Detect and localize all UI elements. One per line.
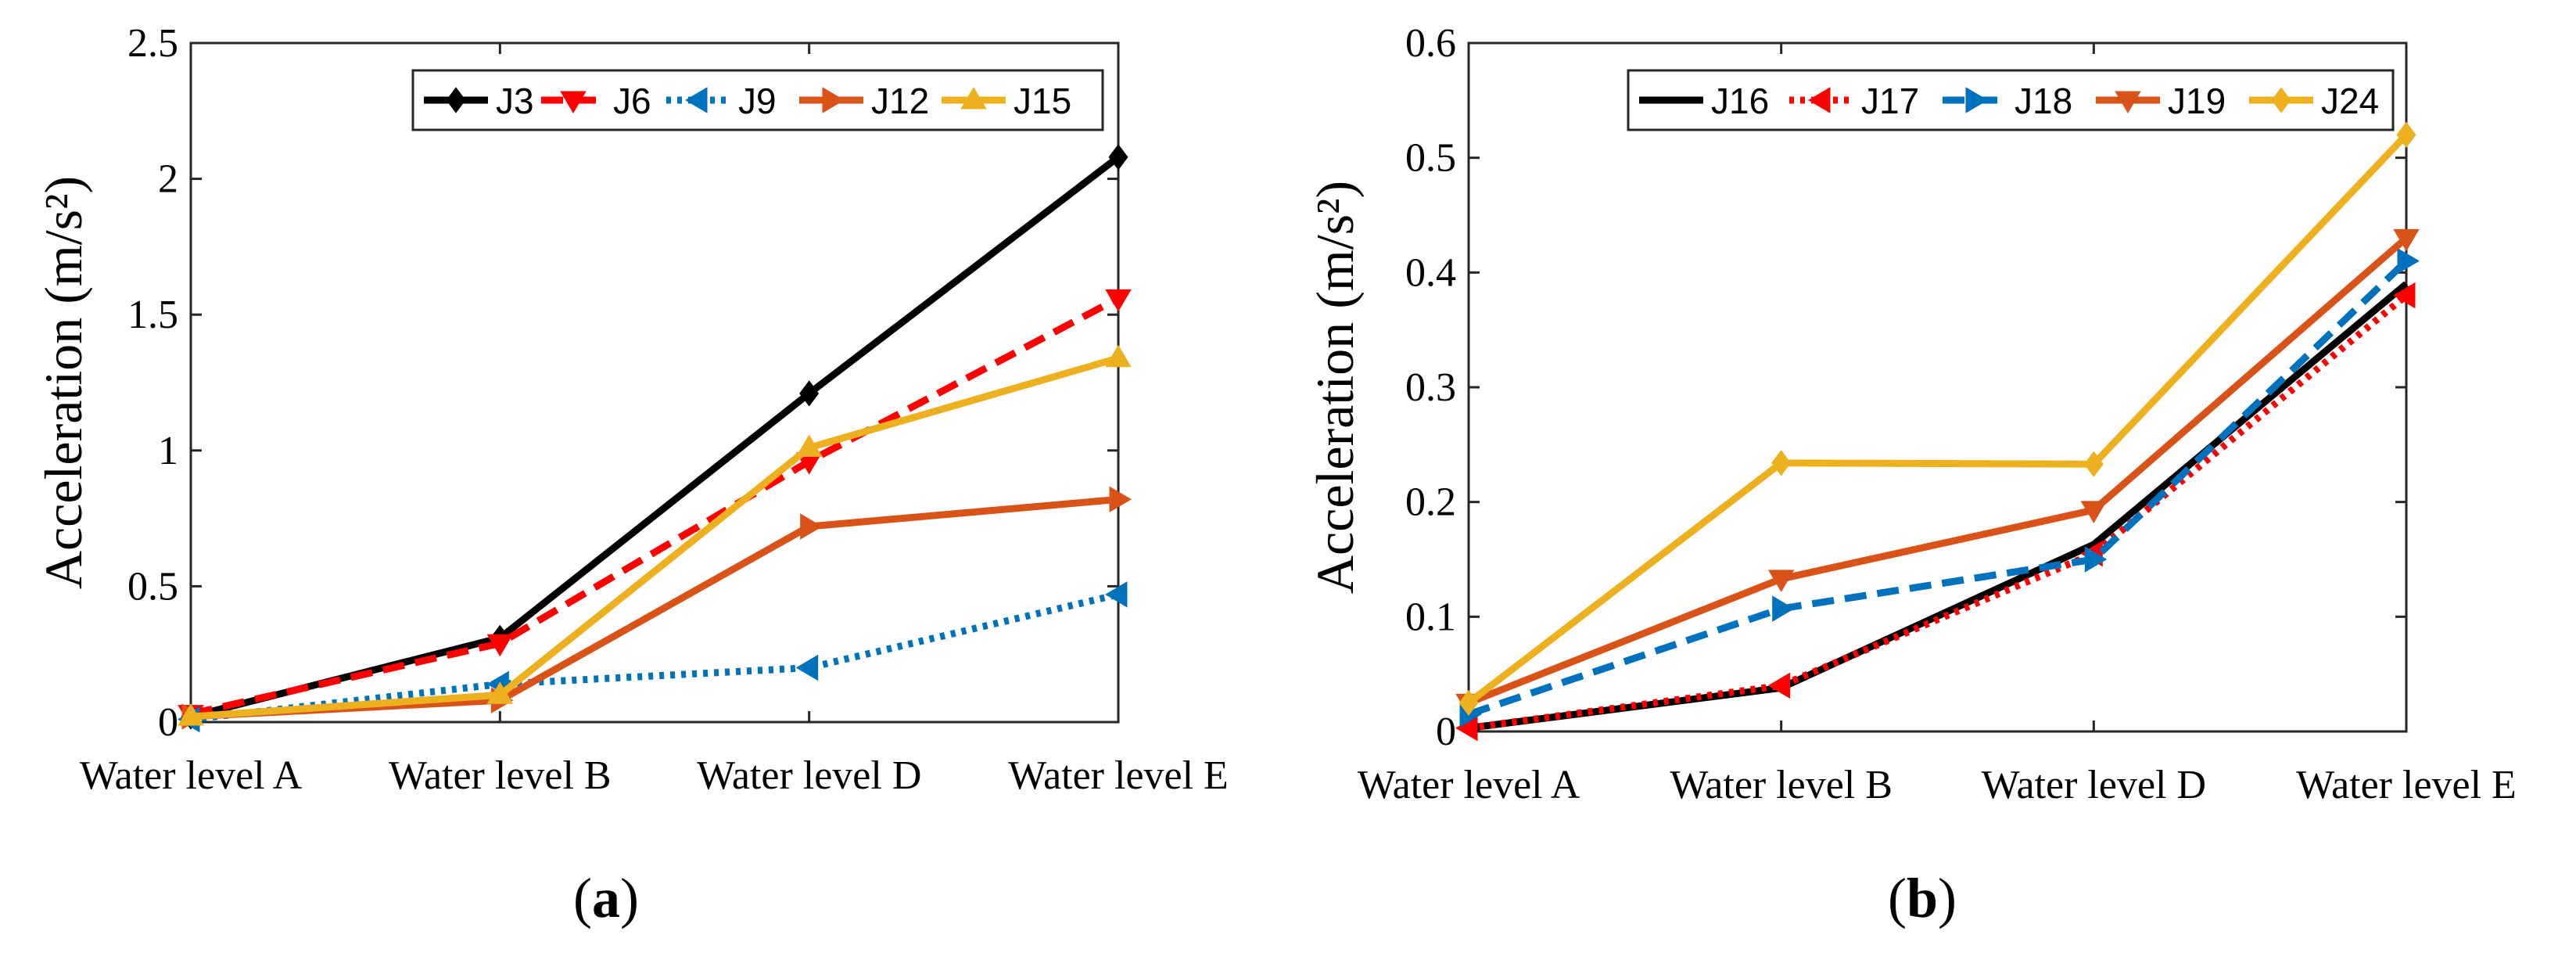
chart-a-x-tick-label: Water level A [80, 753, 303, 798]
chart-b-legend-j17-marker [1808, 87, 1831, 113]
chart-b-series-j17-point [2393, 282, 2416, 309]
chart-b-caption: (b) [1888, 867, 1957, 929]
chart-b-x-tick-label: Water level E [2296, 763, 2517, 807]
chart-a-legend-j6-label: J6 [613, 81, 651, 121]
chart-a-legend-j3-marker [446, 87, 466, 113]
chart-a-series-j15-point [1105, 344, 1132, 368]
chart-a-series-j3-point [1108, 144, 1128, 171]
chart-a-axes-box [189, 41, 1120, 724]
chart-b-series-j24-point [2396, 121, 2416, 148]
chart-a-series-j6-point [1105, 289, 1132, 312]
chart-b-legend-j18-marker [1965, 87, 1988, 113]
chart-b-legend-j16-label: J16 [1711, 81, 1769, 121]
chart-a-y-tick-label: 1 [158, 429, 178, 473]
chart-b-y-tick-label: 0.6 [1405, 21, 1456, 66]
chart-b-series-j18-line [1467, 258, 2409, 718]
chart-a-legend-j9-label: J9 [738, 81, 777, 121]
chart-b-series-j19-line [1467, 235, 2409, 706]
chart-a-series-j3-line [189, 154, 1121, 721]
chart-a-plot-area: 0 0.5 1 1.5 2 2.5 Water level A Water level B Wa… [80, 21, 1229, 798]
chart-a-series-j6-line [189, 295, 1121, 717]
chart-a-series-j15-point [795, 434, 823, 457]
chart-a-series-j6-point [486, 634, 514, 657]
chart-b-legend-j18-label: J18 [2015, 81, 2072, 121]
chart-a-legend-j12-marker [822, 87, 845, 113]
chart-a-x-tick-label: Water level E [1008, 753, 1229, 798]
chart-a-series-j12-point [1109, 486, 1132, 513]
chart-panel-a: 0 0.5 1 1.5 2 2.5 Water level A Water level B Wa… [34, 21, 1229, 929]
chart-b-y-tick-label: 0.4 [1405, 250, 1456, 295]
chart-a-series-j9-point [1105, 581, 1128, 608]
chart-b-y-tick-label: 0.1 [1405, 595, 1456, 639]
chart-b-series-j18-point [2084, 546, 2108, 573]
chart-a-series-j12-point [800, 513, 823, 540]
chart-b-y-tick-label: 0.2 [1405, 480, 1456, 525]
chart-b-legend-j17-label: J17 [1861, 81, 1919, 121]
chart-b-y-tick-label: 0 [1436, 710, 1456, 754]
chart-a-y-tick-label: 0 [158, 700, 178, 745]
chart-a-y-tick-label: 1.5 [127, 293, 178, 337]
chart-a-series-j9-point [795, 654, 819, 681]
chart-a-legend-j6-marker [560, 91, 587, 113]
chart-b-series-j19-point [1767, 570, 1795, 592]
chart-a-caption-letter: a [592, 867, 620, 929]
chart-a-y-tick-label: 2 [158, 157, 178, 202]
chart-a-legend-j3-label: J3 [496, 81, 534, 121]
chart-b-x-tick-label: Water level A [1358, 763, 1580, 807]
chart-b-legend-j24-label: J24 [2321, 81, 2379, 121]
chart-b-y-axis-label: Acceleration (m/s²) [1305, 181, 1365, 594]
chart-b-series-j18-point [1772, 595, 1795, 622]
chart-b-series-j24-point [1771, 450, 1792, 476]
chart-b-legend-j19-label: J19 [2168, 81, 2226, 121]
chart-b-x-tick-label: Water level B [1670, 763, 1893, 807]
chart-b-series-j18-point [2397, 247, 2420, 275]
chart-a-legend-j15-label: J15 [1014, 81, 1071, 121]
chart-b-y-tick-label: 0.3 [1405, 365, 1456, 410]
chart-a-series-j15-point [178, 703, 204, 726]
chart-a-series-j15-line [190, 354, 1120, 721]
chart-a-series-j3-point [799, 380, 820, 407]
chart-b-series-j17-line [1468, 293, 2409, 732]
chart-a-x-tick-label: Water level B [389, 753, 612, 798]
chart-a-y-axis-label: Acceleration (m/s²) [34, 176, 93, 589]
chart-a-legend-j12-label: J12 [871, 81, 929, 121]
chart-b-series-j24-line [1466, 132, 2409, 706]
chart-b-series-j19-point [2393, 228, 2420, 252]
chart-a-legend: J3 J6 J9 J12 J15 [411, 69, 1104, 131]
chart-a-legend-j9-marker [685, 87, 708, 113]
chart-b-series-j17-point [1767, 672, 1791, 699]
chart-a-y-tick-label: 0.5 [127, 564, 178, 609]
chart-a-caption: (a) [573, 867, 639, 929]
chart-a-y-tick-label: 2.5 [127, 21, 178, 66]
chart-b-series-j19-point [2080, 501, 2108, 523]
chart-b-series-j24-point [1458, 689, 1479, 716]
chart-b-caption-letter: b [1907, 867, 1938, 929]
chart-a-x-tick-label: Water level D [697, 753, 921, 798]
chart-b-y-tick-label: 0.5 [1405, 136, 1456, 181]
chart-a-series-j9-line [190, 591, 1120, 723]
chart-b-legend-j24-marker [2271, 87, 2291, 113]
chart-b-plot-area: 0 0.1 0.2 0.3 0.4 0.5 0.6 Water level A Water le… [1358, 21, 2517, 807]
chart-b-series-j24-point [2083, 451, 2104, 477]
chart-a-series-j15-point [486, 681, 514, 704]
chart-b-legend: J16 J17 J18 J19 J24 [1627, 69, 2395, 131]
chart-b-legend-j19-marker [2115, 91, 2141, 113]
chart-a-legend-j15-marker [960, 87, 987, 110]
chart-b-x-tick-label: Water level D [1982, 763, 2206, 807]
chart-panel-b: 0 0.1 0.2 0.3 0.4 0.5 0.6 Water level A Water le… [1305, 21, 2517, 929]
